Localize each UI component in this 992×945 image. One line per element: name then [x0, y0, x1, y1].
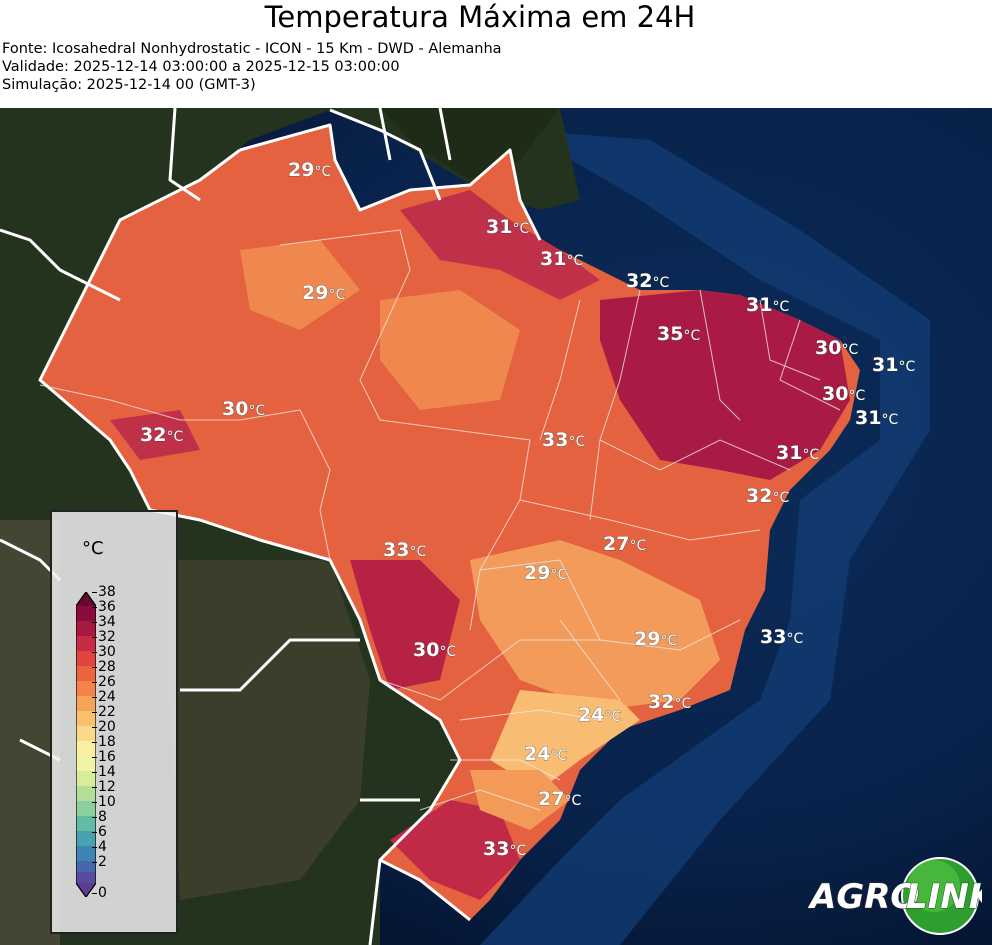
temperature-labels: 29°C 31°C 31°C 32°C 29°C 35°C 31°C 30°C …: [140, 159, 916, 861]
legend-tick: 4: [92, 839, 107, 855]
legend-tick: 38: [92, 584, 116, 600]
temp-label: 32°C: [626, 270, 669, 292]
legend-tick: 6: [92, 824, 107, 840]
agrolink-logo: AGRO LINK: [808, 857, 982, 935]
legend-unit: °C: [82, 538, 104, 559]
temp-label: 29°C: [524, 562, 567, 584]
simulation-line: Simulação: 2025-12-14 00 (GMT-3): [2, 77, 256, 93]
central-mild-zone: [380, 290, 520, 410]
legend-tick: 14: [92, 764, 116, 780]
southeast-mild-zone: [470, 540, 720, 710]
south-hot-zone: [390, 800, 520, 900]
temp-label: 29°C: [302, 282, 345, 304]
legend-tick: 26: [92, 674, 116, 690]
temp-label: 27°C: [538, 788, 581, 810]
legend-tick: 0: [92, 885, 107, 901]
legend-tick: 10: [92, 794, 116, 810]
chaco-region: [170, 560, 370, 900]
northeast-hot-zone: [600, 290, 850, 480]
legend-tick: 24: [92, 689, 116, 705]
temp-label: 30°C: [822, 383, 865, 405]
temp-label: 24°C: [578, 704, 621, 726]
legend-tick: 28: [92, 659, 116, 675]
color-bar: [76, 592, 96, 897]
legend-tick: 20: [92, 719, 116, 735]
legend-tick: 22: [92, 704, 116, 720]
legend-tick: 16: [92, 749, 116, 765]
legend-tick: 34: [92, 614, 116, 630]
temp-label: 24°C: [524, 743, 567, 765]
legend-tick: 32: [92, 629, 116, 645]
legend-tick: 8: [92, 809, 107, 825]
temp-label: 31°C: [486, 216, 529, 238]
map-title: Temperatura Máxima em 24H: [264, 0, 696, 34]
temp-label: 29°C: [288, 159, 331, 181]
guianas-region: [380, 108, 560, 180]
temp-label: 31°C: [540, 248, 583, 270]
temp-label: 31°C: [746, 294, 789, 316]
legend-tick: 18: [92, 734, 116, 750]
country-borders: [0, 108, 542, 945]
south-mild-zone: [470, 770, 570, 830]
state-borders: [39, 229, 841, 811]
andes-region: [0, 520, 60, 945]
temp-label: 33°C: [760, 626, 803, 648]
temp-label: 29°C: [634, 628, 677, 650]
legend-tick: 36: [92, 599, 116, 615]
temp-label: 33°C: [383, 539, 426, 561]
temp-label: 33°C: [542, 429, 585, 451]
temp-label: 32°C: [140, 424, 183, 446]
temp-label: 33°C: [483, 838, 526, 860]
legend-tick: 30: [92, 644, 116, 660]
temp-label: 31°C: [776, 442, 819, 464]
source-line: Fonte: Icosahedral Nonhydrostatic - ICON…: [2, 41, 502, 57]
coastal-shelf: [480, 130, 930, 945]
map-metadata: Fonte: Icosahedral Nonhydrostatic - ICON…: [2, 40, 502, 94]
validity-line: Validade: 2025-12-14 03:00:00 a 2025-12-…: [2, 59, 400, 75]
temp-label: 32°C: [746, 485, 789, 507]
north-coast-hot-zone: [400, 190, 600, 300]
legend-tick: 2: [92, 854, 107, 870]
amazon-mild-zone: [240, 240, 360, 330]
pantanal-hot-zone: [350, 560, 460, 690]
logo-text-agro: AGRO: [808, 877, 919, 917]
temp-label: 30°C: [222, 398, 265, 420]
west-hot-zone: [110, 410, 200, 460]
temperature-map: 29°C 31°C 31°C 32°C 29°C 35°C 31°C 30°C …: [0, 108, 992, 945]
temp-label: 35°C: [657, 323, 700, 345]
temp-label: 32°C: [648, 691, 691, 713]
temp-label: 31°C: [872, 354, 915, 376]
color-legend: °C 38 36 34: [50, 510, 178, 934]
temp-label: 27°C: [603, 533, 646, 555]
temp-label: 31°C: [855, 407, 898, 429]
temp-label: 30°C: [413, 639, 456, 661]
temp-label: 30°C: [815, 337, 858, 359]
coastal-cool-zone: [490, 690, 640, 790]
legend-tick: 12: [92, 779, 116, 795]
logo-text-link: LINK: [906, 877, 982, 917]
